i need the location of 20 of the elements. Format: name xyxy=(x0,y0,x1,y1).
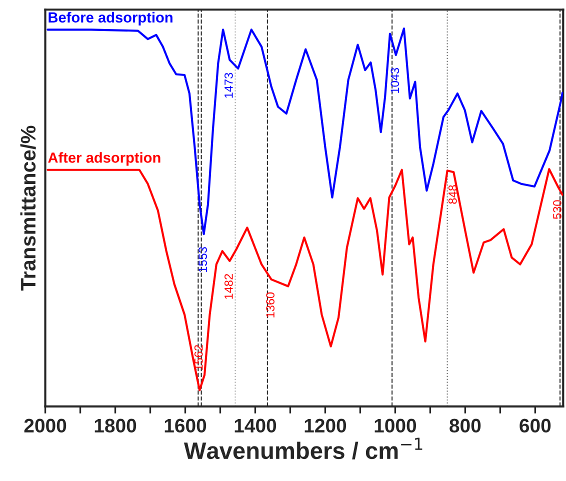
x-tick-label: 1600 xyxy=(164,418,206,433)
annotation: 1043 xyxy=(390,68,400,93)
x-tick-label: 1200 xyxy=(304,418,346,433)
x-tick-label: 800 xyxy=(450,418,481,433)
x-tick-label: 1400 xyxy=(234,418,276,433)
x-axis-title: Wavenumbers / cm$^{−1}$ xyxy=(184,438,422,460)
x-tick-label: 2000 xyxy=(24,418,66,433)
annotation: 1553 xyxy=(198,247,207,272)
annotation: 530 xyxy=(553,200,562,219)
annotation: 1360 xyxy=(266,292,274,318)
x-tick-label: 1800 xyxy=(94,418,136,433)
x-tick-label: 600 xyxy=(520,418,551,433)
x-tick-label: 1000 xyxy=(374,418,416,433)
series-label: Before adsorption xyxy=(48,12,172,26)
annotation: 848 xyxy=(448,185,457,204)
y-axis-title: Transmittance/% xyxy=(20,126,36,291)
annotation: 1482 xyxy=(224,274,233,299)
annotation: 1473 xyxy=(224,72,233,98)
series-label: After adsorption xyxy=(48,152,160,166)
annotation: 1562 xyxy=(194,345,203,370)
